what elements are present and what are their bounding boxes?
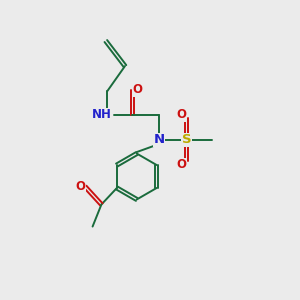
Text: O: O: [75, 180, 85, 193]
Text: N: N: [153, 133, 164, 146]
Text: O: O: [133, 83, 142, 96]
Text: S: S: [182, 133, 192, 146]
Text: NH: NH: [92, 108, 112, 121]
Text: O: O: [176, 158, 187, 171]
Text: O: O: [176, 108, 187, 121]
